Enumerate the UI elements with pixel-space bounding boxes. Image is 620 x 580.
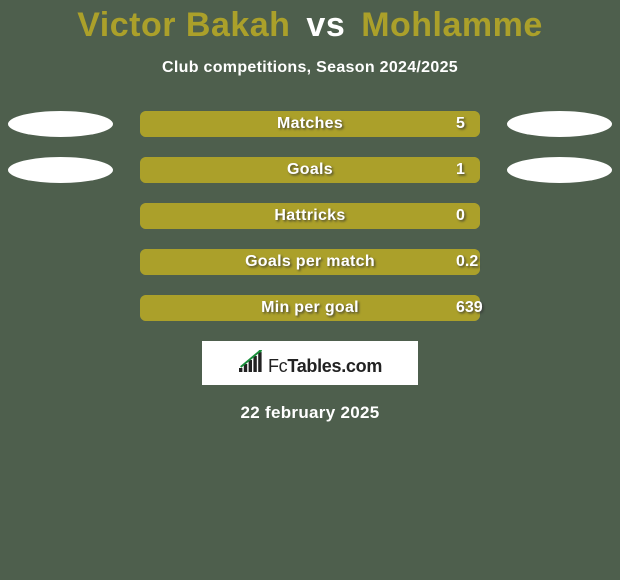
stat-bar-track	[140, 111, 480, 137]
stat-bar-track	[140, 203, 480, 229]
logo-text: FcTables.com	[268, 356, 382, 377]
player2-bar-fill	[140, 203, 480, 229]
stat-row: Min per goal639	[0, 295, 620, 321]
stat-row: Hattricks0	[0, 203, 620, 229]
stat-row: Goals per match0.2	[0, 249, 620, 275]
player2-bar-fill	[140, 249, 480, 275]
logo: FcTables.com	[238, 350, 382, 377]
comparison-infographic: Victor Bakah vs Mohlamme Club competitio…	[0, 0, 620, 580]
player2-bar-fill	[140, 111, 480, 137]
logo-box: FcTables.com	[202, 341, 418, 385]
stat-rows-container: Matches5 Goals1 Hattricks0 Goals per match0…	[0, 111, 620, 321]
logo-text-prefix: Fc	[268, 356, 287, 376]
logo-bar-chart-icon	[238, 350, 264, 372]
stat-bar-track	[140, 249, 480, 275]
stat-bar-track	[140, 157, 480, 183]
player1-name: Victor Bakah	[77, 6, 290, 44]
subtitle: Club competitions, Season 2024/2025	[0, 59, 620, 77]
stat-row: Goals1	[0, 157, 620, 183]
logo-text-main: Tables.com	[287, 356, 382, 376]
vs-separator: vs	[306, 6, 345, 44]
player1-marker-ellipse	[8, 111, 113, 137]
player2-name: Mohlamme	[361, 6, 543, 44]
player2-bar-fill	[140, 295, 480, 321]
player1-marker-ellipse	[8, 157, 113, 183]
player2-marker-ellipse	[507, 111, 612, 137]
stat-bar-track	[140, 295, 480, 321]
page-title: Victor Bakah vs Mohlamme	[0, 0, 620, 45]
infographic-date: 22 february 2025	[0, 403, 620, 423]
stat-row: Matches5	[0, 111, 620, 137]
player2-marker-ellipse	[507, 157, 612, 183]
player2-bar-fill	[140, 157, 480, 183]
